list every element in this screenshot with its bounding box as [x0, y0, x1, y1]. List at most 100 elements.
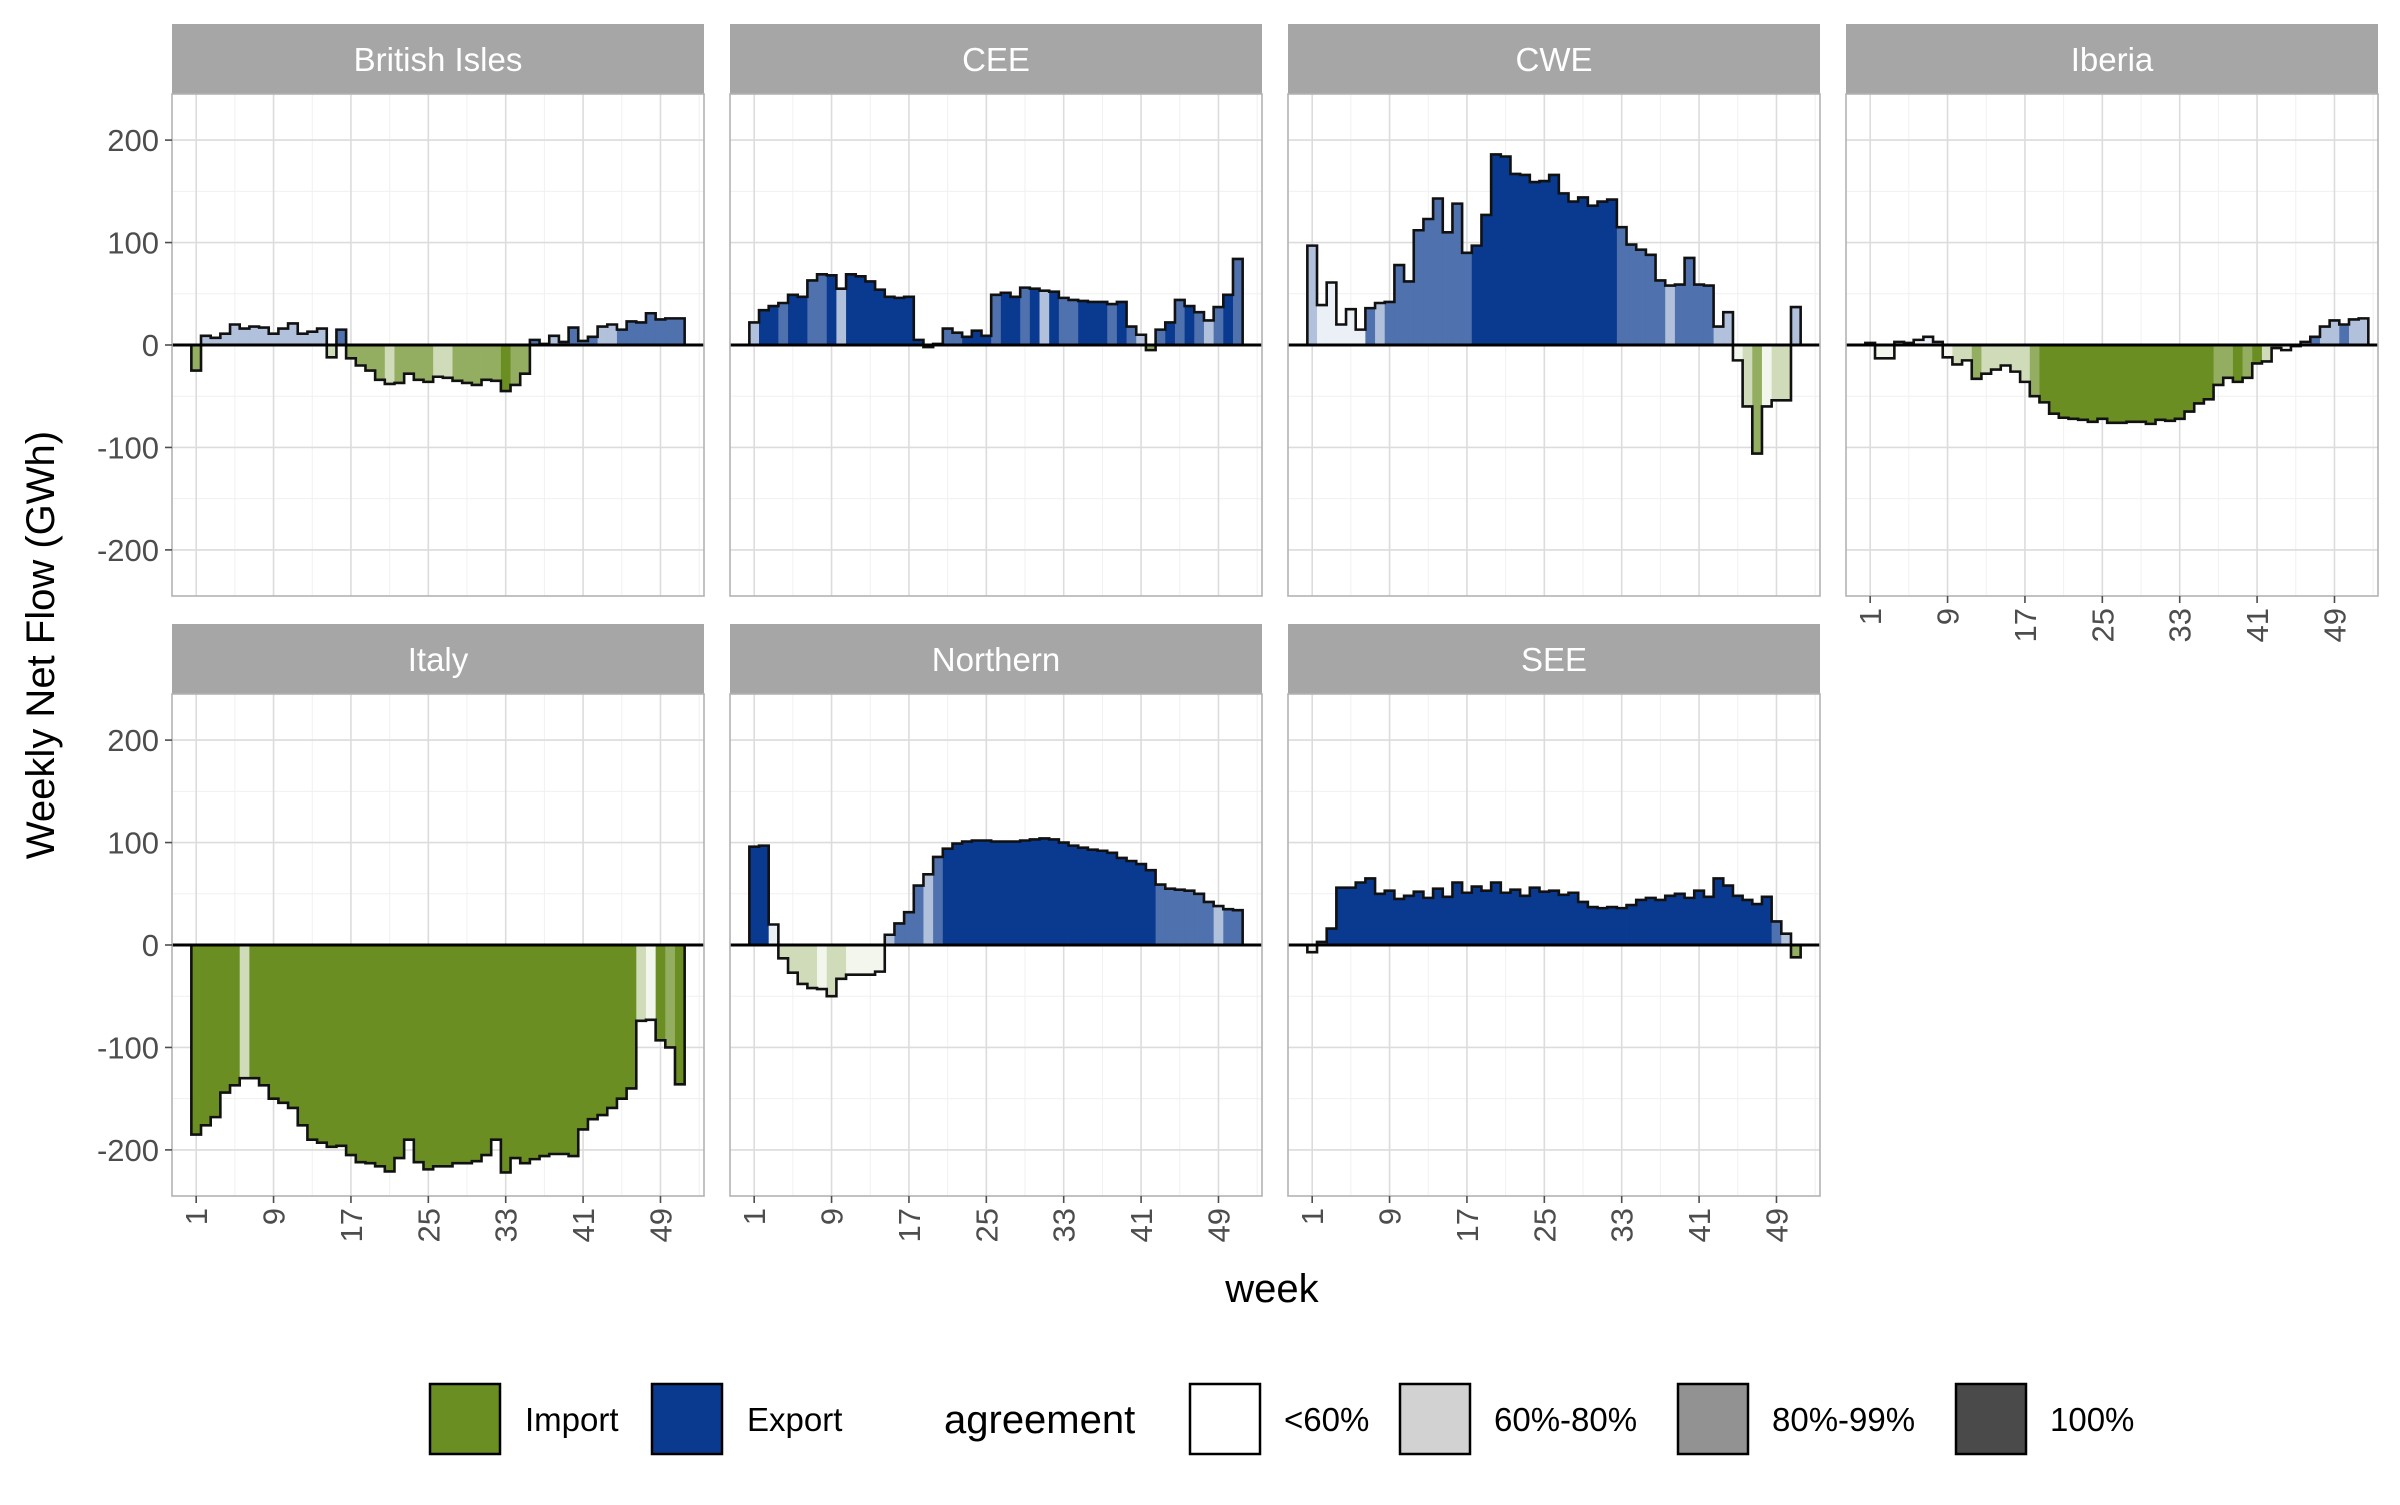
data-bar — [394, 345, 405, 383]
data-bar — [597, 945, 608, 1116]
data-bar — [1039, 838, 1050, 945]
data-bar — [1761, 345, 1773, 407]
y-tick-label: -100 — [97, 1030, 159, 1065]
data-bar — [191, 345, 202, 371]
data-bar — [1000, 841, 1011, 945]
data-bar — [597, 326, 608, 345]
data-bar — [1394, 265, 1405, 345]
data-bar — [1913, 339, 1924, 345]
data-bar — [1626, 244, 1637, 345]
facet-panel: Iberia 1 9 17 25 33 41 49 — [1845, 24, 2379, 642]
data-bar — [836, 288, 847, 345]
data-bar — [307, 331, 318, 345]
data-bar — [268, 333, 279, 345]
facet-panel: CEE — [729, 24, 1263, 597]
facet-strip — [730, 624, 1262, 694]
data-bar — [1126, 860, 1137, 945]
data-bar — [1626, 905, 1637, 945]
data-bar — [201, 335, 212, 345]
data-bar — [2252, 345, 2263, 364]
data-bar — [1165, 322, 1176, 345]
data-bar — [210, 337, 221, 345]
data-bar — [442, 345, 453, 378]
data-bar — [2194, 345, 2205, 404]
data-bar — [1665, 285, 1676, 345]
x-tick-label: 49 — [643, 1208, 678, 1242]
data-bar — [1568, 892, 1579, 945]
facet-strip — [172, 24, 704, 94]
data-bar — [1107, 304, 1118, 345]
data-bar — [894, 923, 905, 945]
data-bar — [616, 329, 628, 345]
data-bar — [1771, 345, 1782, 401]
x-tick-label: 33 — [1605, 1208, 1640, 1242]
facet-panel: Italy 200 100 0 -100 -200 1 9 17 25 33 41 49 — [97, 624, 705, 1242]
data-bar — [1655, 899, 1666, 945]
data-bar — [375, 345, 386, 380]
data-bar — [1500, 892, 1511, 945]
data-bar — [423, 345, 434, 382]
data-bar — [2020, 345, 2031, 382]
data-bar — [259, 945, 270, 1086]
data-bar — [749, 322, 760, 345]
data-bar — [2348, 319, 2360, 345]
data-bar — [1462, 892, 1473, 945]
data-bar — [491, 345, 502, 381]
data-bar — [278, 945, 289, 1103]
data-bar — [2107, 345, 2118, 423]
legend-label: Import — [525, 1401, 619, 1438]
legend-label: <60% — [1284, 1401, 1369, 1438]
data-bar — [1752, 904, 1763, 945]
data-bar — [817, 274, 828, 345]
x-axis-title: week — [1224, 1267, 1319, 1311]
data-bar — [894, 297, 905, 345]
data-bar — [1365, 878, 1376, 945]
data-bar — [2261, 345, 2272, 362]
data-bar — [1384, 890, 1395, 945]
x-tick-label: 41 — [566, 1208, 601, 1242]
data-bar — [1520, 174, 1531, 345]
data-bar — [1404, 895, 1415, 945]
y-tick-label: 200 — [107, 123, 159, 158]
data-bar — [1155, 884, 1166, 945]
data-bar — [1336, 887, 1347, 945]
facet-strip — [1288, 24, 1820, 94]
data-bar — [520, 945, 531, 1164]
x-tick-label: 9 — [257, 1208, 292, 1225]
data-bar — [1203, 901, 1215, 945]
data-bar — [1462, 252, 1473, 345]
data-bar — [1529, 887, 1540, 945]
data-bar — [336, 945, 347, 1146]
data-bar — [1665, 895, 1676, 945]
data-bar — [1539, 181, 1550, 345]
data-bar — [1481, 214, 1492, 345]
data-bar — [1423, 897, 1434, 945]
data-bar — [423, 945, 434, 1170]
y-tick-label: 0 — [142, 328, 159, 363]
data-bar — [962, 336, 973, 345]
data-bar — [1423, 218, 1434, 345]
legend-label: Export — [747, 1401, 842, 1438]
data-bar — [2078, 345, 2089, 420]
data-bar — [249, 945, 260, 1079]
data-bar — [1029, 288, 1040, 345]
data-bar — [452, 945, 463, 1164]
data-bar — [1404, 281, 1415, 345]
data-bar — [1549, 174, 1560, 345]
data-bar — [1742, 899, 1753, 945]
data-bar — [568, 327, 579, 345]
data-bar — [404, 945, 415, 1140]
data-bar — [1107, 852, 1118, 945]
y-axis-title: Weekly Net Flow (GWh) — [19, 431, 63, 859]
data-bar — [1732, 345, 1744, 361]
data-bar — [942, 328, 953, 345]
facet-label: SEE — [1521, 641, 1587, 678]
data-bar — [433, 345, 444, 377]
data-bar — [288, 323, 299, 345]
data-bar — [1058, 297, 1069, 345]
data-bar — [230, 324, 241, 345]
legend-title: agreement — [944, 1398, 1135, 1442]
legend-label: 100% — [2050, 1401, 2134, 1438]
data-bar — [1203, 320, 1215, 345]
